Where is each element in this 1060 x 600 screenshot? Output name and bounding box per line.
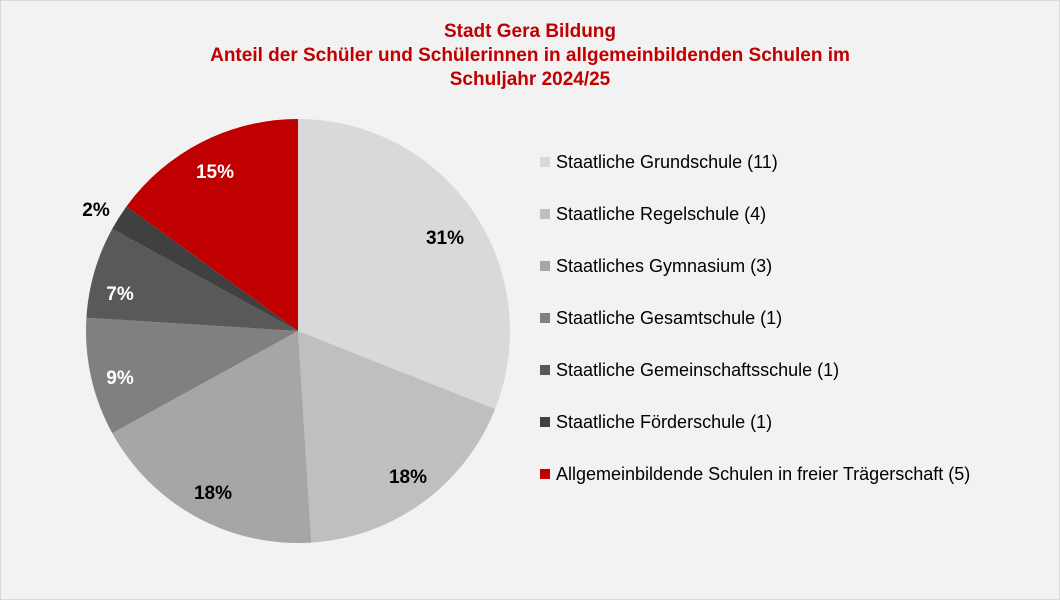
legend-label: Staatliche Regelschule (4) (556, 203, 767, 224)
title-line-1: Stadt Gera Bildung (443, 21, 617, 42)
legend-swatch (540, 469, 550, 479)
legend-item: Staatliche Regelschule (4) (540, 202, 766, 226)
legend-swatch (540, 157, 550, 167)
legend-swatch (540, 209, 550, 219)
legend-item: Staatliche Gesamtschule (1) (540, 306, 782, 330)
data-label: 2% (82, 200, 110, 221)
legend-label: Staatliches Gymnasium (3) (556, 255, 773, 276)
legend-label: Staatliche Gesamtschule (1) (556, 307, 783, 328)
title-line-2: Anteil der Schüler und Schülerinnen in a… (210, 45, 850, 66)
legend-label: Allgemeinbildende Schulen in freier Träg… (556, 463, 971, 484)
legend-item: Allgemeinbildende Schulen in freier Träg… (540, 462, 970, 486)
pie-slice (112, 331, 312, 543)
pie-slice (86, 228, 298, 331)
legend-item: Staatliche Förderschule (1) (540, 410, 772, 434)
pie-slice (298, 331, 496, 543)
legend-swatch (540, 417, 550, 427)
legend-label: Staatliche Förderschule (1) (556, 411, 773, 432)
legend-label: Staatliche Gemeinschaftsschule (1) (556, 359, 840, 380)
pie-slice (112, 206, 298, 331)
legend-item: Staatliche Gemeinschaftsschule (1) (540, 358, 839, 382)
data-label: 7% (106, 284, 134, 305)
pie-slice (86, 317, 298, 434)
pie-slice (126, 119, 298, 331)
data-label: 18% (389, 467, 427, 488)
legend-swatch (540, 313, 550, 323)
data-label: 9% (106, 368, 134, 389)
legend-swatch (540, 365, 550, 375)
legend-item: Staatliches Gymnasium (3) (540, 254, 772, 278)
title-line-3: Schuljahr 2024/25 (449, 69, 611, 90)
pie-slice (298, 119, 511, 410)
data-label: 15% (196, 162, 234, 183)
chart-title: Stadt Gera Bildung Anteil der Schüler un… (0, 20, 1060, 92)
legend-swatch (540, 261, 550, 271)
data-label: 31% (426, 228, 464, 249)
data-label: 18% (194, 483, 232, 504)
legend-label: Staatliche Grundschule (11) (556, 151, 778, 172)
legend-item: Staatliche Grundschule (11) (540, 150, 778, 174)
